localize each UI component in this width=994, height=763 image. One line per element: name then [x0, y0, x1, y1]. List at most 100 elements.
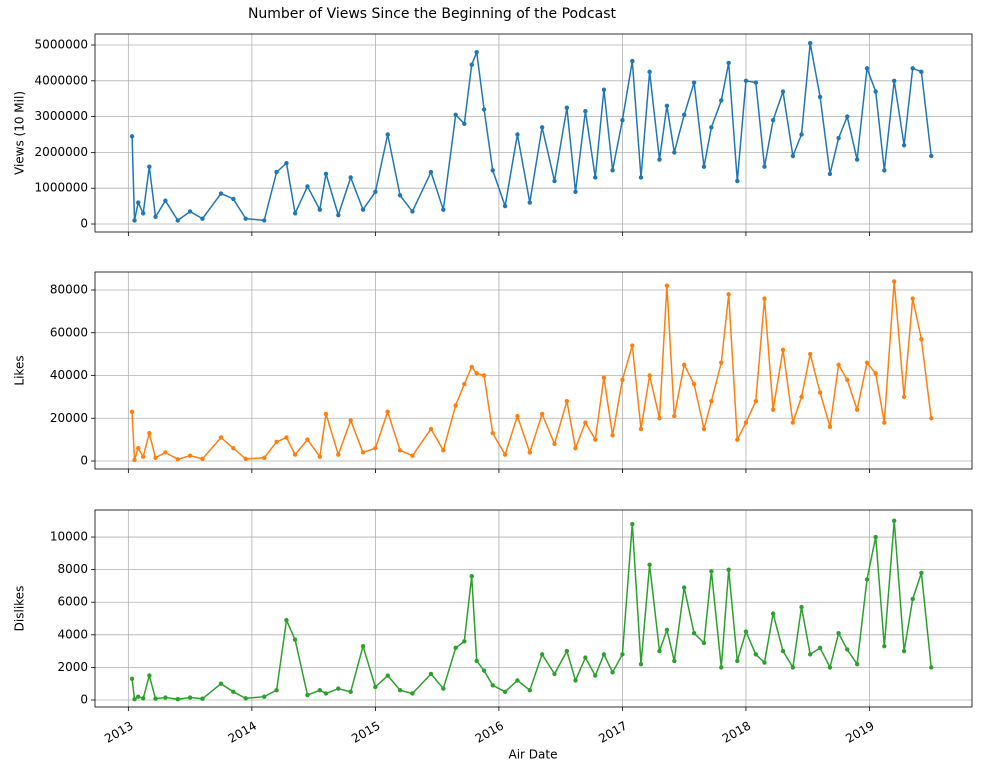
data-point — [129, 676, 135, 682]
data-point — [709, 569, 714, 574]
data-point — [762, 660, 767, 665]
data-point — [891, 279, 897, 284]
axes-frame — [94, 33, 973, 233]
data-point — [132, 218, 137, 223]
data-point — [929, 665, 934, 670]
data-point — [490, 431, 495, 436]
data-point — [630, 521, 635, 527]
data-point — [780, 347, 786, 353]
data-point — [187, 453, 193, 458]
data-point — [807, 351, 813, 357]
data-point — [573, 445, 578, 451]
y-tick-label: 60000 — [50, 325, 88, 339]
y-tick-label: 2000000 — [35, 145, 88, 159]
data-point — [891, 518, 897, 523]
data-point — [502, 452, 508, 457]
data-point — [910, 296, 915, 301]
data-point — [726, 60, 731, 66]
data-point — [515, 413, 520, 419]
data-point — [827, 424, 833, 430]
data-point — [274, 169, 279, 175]
data-point — [441, 207, 446, 212]
data-point — [864, 577, 870, 582]
data-point — [630, 58, 635, 64]
data-point — [657, 648, 662, 654]
data-point — [691, 381, 697, 387]
data-point — [882, 644, 887, 649]
data-point — [502, 203, 508, 209]
data-point — [428, 426, 434, 432]
data-point — [317, 454, 323, 459]
data-point — [274, 688, 279, 693]
data-point — [469, 573, 474, 579]
y-tick-label: 3000000 — [35, 109, 88, 123]
data-point — [175, 457, 180, 462]
data-point — [610, 433, 615, 438]
data-point — [136, 694, 141, 699]
data-point — [845, 647, 850, 652]
data-point — [873, 89, 878, 94]
data-point — [873, 534, 878, 540]
data-point — [593, 175, 598, 180]
y-tick-label: 10000 — [50, 530, 88, 544]
data-point — [672, 150, 677, 155]
data-point — [620, 652, 625, 657]
data-point — [601, 652, 607, 657]
data-point — [799, 604, 804, 610]
data-point — [453, 112, 458, 118]
data-point — [397, 688, 403, 693]
data-point — [817, 645, 823, 651]
data-point — [481, 373, 487, 378]
chart-title: Number of Views Since the Beginning of t… — [248, 6, 617, 22]
data-point — [336, 452, 341, 457]
y-tick-label: 80000 — [50, 282, 88, 296]
data-point — [827, 665, 833, 670]
data-point — [336, 212, 341, 218]
data-point — [873, 371, 878, 376]
data-point — [428, 169, 434, 175]
data-point — [638, 661, 644, 667]
data-point — [762, 164, 767, 169]
data-point — [770, 117, 776, 123]
y-axis-label: Views (10 Mil) — [13, 91, 27, 175]
data-point — [583, 420, 588, 425]
data-point — [481, 107, 487, 112]
data-point — [373, 189, 378, 194]
data-point — [469, 364, 474, 370]
y-tick-label: 4000000 — [35, 73, 88, 87]
data-point — [360, 207, 366, 212]
data-point — [701, 164, 707, 169]
data-point — [664, 283, 670, 288]
data-point — [817, 390, 823, 395]
data-point — [243, 456, 248, 462]
data-point — [284, 160, 289, 166]
data-point — [672, 413, 677, 419]
y-axis-label: Dislikes — [13, 586, 27, 632]
data-point — [780, 648, 786, 654]
data-point — [664, 103, 670, 109]
y-tick-label: 40000 — [50, 368, 88, 382]
data-point — [836, 362, 841, 368]
data-point — [681, 112, 687, 118]
data-point — [284, 617, 289, 623]
data-point — [262, 455, 267, 460]
data-point — [140, 696, 146, 701]
data-point — [441, 686, 446, 691]
data-point — [200, 456, 205, 462]
data-point — [807, 652, 813, 657]
data-point — [175, 218, 180, 223]
data-point — [292, 637, 298, 642]
data-point — [481, 668, 487, 673]
data-point — [726, 292, 731, 297]
data-point — [373, 445, 378, 451]
data-point — [385, 132, 390, 137]
data-point — [153, 455, 158, 460]
data-point — [317, 688, 323, 693]
data-point — [153, 696, 158, 701]
data-point — [136, 445, 141, 451]
y-tick-label: 0 — [80, 217, 88, 231]
x-tick-label: 2016 — [473, 719, 506, 746]
data-point — [573, 678, 578, 683]
x-tick-label: 2014 — [226, 719, 259, 746]
